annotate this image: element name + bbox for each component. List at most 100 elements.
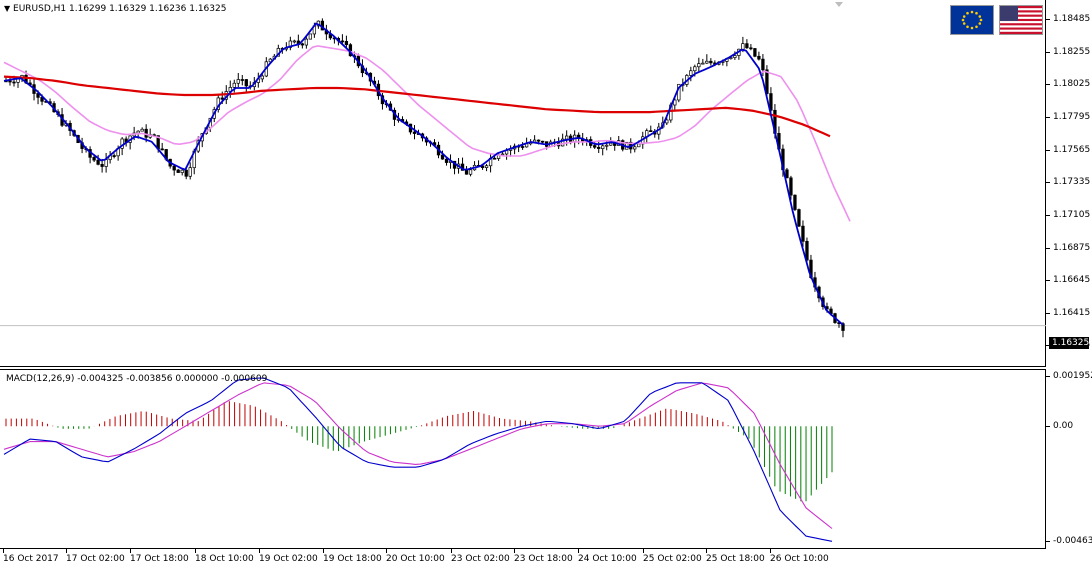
- x-tick-label: 19 Oct 02:00: [259, 554, 318, 564]
- x-tick-mark: [3, 549, 4, 553]
- price-y-tick-mark: [1046, 247, 1050, 249]
- candle-body: [561, 138, 565, 147]
- triangle-down-icon[interactable]: ▼: [4, 4, 11, 13]
- eu-flag-icon: [950, 5, 994, 35]
- x-tick-label: 26 Oct 10:00: [770, 554, 829, 564]
- price-y-tick-label: 1.18255: [1053, 46, 1091, 57]
- x-tick-label: 19 Oct 18:00: [323, 554, 382, 564]
- candle-body: [701, 62, 705, 65]
- candle-body: [492, 157, 497, 160]
- candle-body: [597, 146, 601, 149]
- candle-body: [693, 66, 697, 72]
- x-tick-label: 25 Oct 02:00: [643, 554, 702, 564]
- candle-body: [140, 128, 144, 132]
- macd-chart-svg: [3, 377, 833, 542]
- candle-body: [468, 169, 473, 175]
- candle-body: [464, 170, 469, 175]
- candle-body: [697, 63, 701, 68]
- candle-body: [344, 41, 349, 46]
- x-tick-label: 17 Oct 18:00: [130, 554, 189, 564]
- us-flag-icon: [999, 5, 1043, 35]
- candle-body: [797, 209, 801, 227]
- macd-main-line: [3, 377, 833, 542]
- price-y-tick-mark: [1046, 182, 1050, 184]
- candle-body: [440, 154, 445, 160]
- candle-body: [308, 33, 313, 40]
- candle-body: [601, 145, 605, 149]
- price-y-tick-label: 1.17105: [1053, 209, 1091, 220]
- candle-body: [520, 146, 525, 148]
- candle-body: [673, 99, 677, 106]
- candle-body: [789, 177, 793, 196]
- candle-body: [260, 75, 264, 80]
- candle-body: [536, 139, 541, 142]
- candle-body: [593, 145, 597, 148]
- candle-body: [100, 164, 104, 167]
- x-tick-mark: [259, 549, 260, 553]
- candle-body: [805, 240, 809, 261]
- x-tick-label: 16 Oct 2017: [3, 554, 59, 564]
- symbol-info: ▼ EURUSD,H1 1.16299 1.16329 1.16236 1.16…: [4, 4, 226, 14]
- candle-body: [172, 165, 176, 171]
- candle-body: [689, 70, 693, 76]
- price-chart-pane[interactable]: [0, 0, 1046, 367]
- price-y-tick-mark: [1046, 345, 1050, 347]
- price-y-tick-mark: [1046, 149, 1050, 151]
- macd-signal-line: [3, 382, 833, 529]
- x-tick-mark: [66, 549, 67, 553]
- macd-histogram: [5, 401, 833, 502]
- macd-y-tick-mark: [1046, 426, 1050, 428]
- x-tick-mark: [770, 549, 771, 553]
- price-y-tick-label: 1.17335: [1053, 177, 1091, 188]
- candle-body: [304, 38, 309, 46]
- candle-body: [112, 155, 116, 157]
- price-y-tick-label: 1.18025: [1053, 79, 1091, 90]
- macd-y-tick-label: -0.004638: [1053, 536, 1092, 546]
- x-tick-mark: [578, 549, 579, 553]
- macd-indicator-pane[interactable]: [0, 369, 1046, 549]
- candle-body: [633, 146, 637, 150]
- x-tick-mark: [386, 549, 387, 553]
- candle-body: [841, 323, 845, 331]
- candle-body: [160, 148, 164, 151]
- price-y-tick-label: 1.16645: [1053, 275, 1091, 286]
- candle-body: [793, 194, 797, 210]
- candle-body: [540, 140, 545, 143]
- candle-body: [749, 47, 753, 50]
- macd-header: MACD(12,26,9) -0.004325 -0.003856 0.0000…: [6, 374, 268, 384]
- candle-body: [180, 169, 184, 173]
- price-y-tick-mark: [1046, 280, 1050, 282]
- candle-body: [745, 43, 749, 49]
- candle-body: [240, 79, 244, 81]
- symbol-info-text: EURUSD,H1 1.16299 1.16329 1.16236 1.1632…: [13, 4, 227, 14]
- candle-body: [480, 165, 485, 168]
- candle-body: [801, 225, 805, 242]
- macd-y-tick-label: 0.001952: [1053, 371, 1092, 382]
- candle-body: [300, 43, 305, 46]
- x-tick-label: 24 Oct 10:00: [578, 554, 637, 564]
- x-tick-label: 25 Oct 18:00: [706, 554, 765, 564]
- price-chart-svg: [0, 18, 1046, 338]
- macd-y-tick-mark: [1046, 376, 1050, 378]
- price-y-tick-label: 1.17795: [1053, 112, 1091, 123]
- candle-body: [8, 80, 12, 83]
- candle-body: [12, 81, 16, 84]
- price-y-tick-mark: [1046, 84, 1050, 86]
- candle-body: [412, 131, 417, 134]
- candle-body: [709, 60, 713, 64]
- candle-body: [36, 93, 40, 98]
- ma-long-line: [3, 75, 831, 138]
- x-tick-mark: [323, 549, 324, 553]
- candle-body: [753, 48, 757, 57]
- price-y-tick-mark: [1046, 51, 1050, 53]
- candle-body: [96, 159, 100, 165]
- x-tick-mark: [451, 549, 452, 553]
- candle-body: [733, 55, 737, 58]
- price-y-tick-mark: [1046, 19, 1050, 21]
- ma-slow-line: [3, 45, 851, 222]
- candle-body: [769, 93, 773, 111]
- price-y-tick-label: 1.16875: [1053, 242, 1091, 253]
- macd-y-tick-label: 0.00: [1053, 421, 1074, 432]
- one-click-trading-arrow-icon[interactable]: [835, 2, 843, 7]
- x-tick-label: 23 Oct 02:00: [451, 554, 510, 564]
